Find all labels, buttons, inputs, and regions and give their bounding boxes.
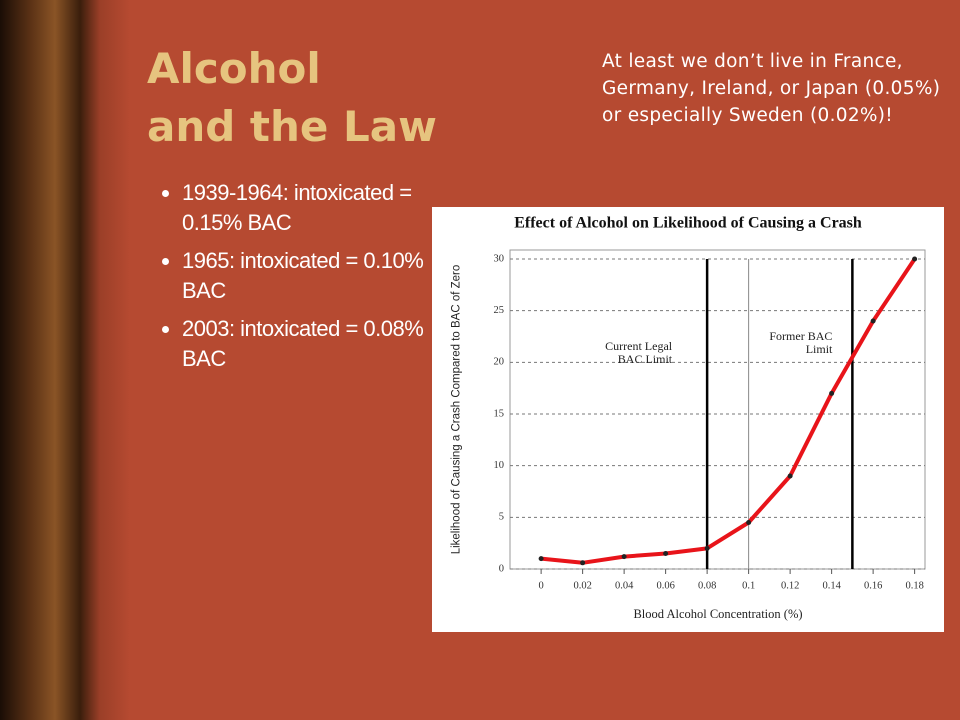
y-tick-label: 10 [494, 460, 505, 471]
y-axis-title: Likelihood of Causing a Crash Compared t… [450, 264, 463, 555]
x-tick-label: 0.02 [573, 580, 591, 591]
bullet: 1965: intoxicated = 0.10% BAC [182, 246, 432, 306]
reference-label: Former BAC Limit [769, 329, 833, 356]
data-point [704, 545, 710, 551]
x-tick-label: 0.06 [656, 580, 674, 591]
chart-title: Effect of Alcohol on Likelihood of Causi… [514, 215, 862, 232]
data-point [538, 556, 544, 562]
title-line: Alcohol [147, 44, 321, 93]
x-tick-label: 0 [539, 580, 544, 591]
data-line [540, 257, 917, 565]
x-tick-label: 0.14 [822, 580, 841, 591]
y-tick-label: 25 [494, 305, 505, 316]
data-point [912, 256, 918, 262]
x-tick-label: 0.18 [905, 580, 923, 591]
x-tick-label: 0.12 [781, 580, 799, 591]
note: At least we don’t live in France, German… [602, 51, 941, 126]
data-point [663, 551, 669, 556]
chart-background [432, 207, 944, 632]
bullet: 1939-1964: intoxicated = 0.15% BAC [182, 178, 432, 238]
y-tick-label: 0 [499, 563, 504, 574]
x-tick-label: 0.1 [742, 580, 755, 591]
data-point [870, 318, 876, 324]
bullet: 2003: intoxicated = 0.08% BAC [182, 314, 432, 374]
data-point [787, 473, 793, 479]
y-tick-label: 20 [494, 357, 505, 368]
x-tick-label: 0.16 [864, 580, 882, 591]
y-tick-label: 30 [494, 253, 505, 264]
y-tick-label: 15 [494, 408, 505, 419]
bullet-list: 1939-1964: intoxicated = 0.15% BAC 1965:… [140, 178, 432, 382]
slide-title: Alcohol and the Law [147, 40, 437, 156]
data-point [746, 520, 752, 525]
data-point [829, 390, 835, 396]
x-tick-label: 0.08 [698, 580, 716, 591]
reference-label: Current Legal BAC Limit [605, 339, 673, 366]
x-axis-title: Blood Alcohol Concentration (%) [633, 607, 802, 621]
plot-frame [509, 249, 926, 570]
title-line: and the Law [147, 102, 437, 151]
data-point [621, 554, 627, 560]
y-tick-label: 5 [499, 512, 504, 523]
x-tick-label: 0.04 [615, 580, 634, 591]
data-point [580, 560, 586, 566]
